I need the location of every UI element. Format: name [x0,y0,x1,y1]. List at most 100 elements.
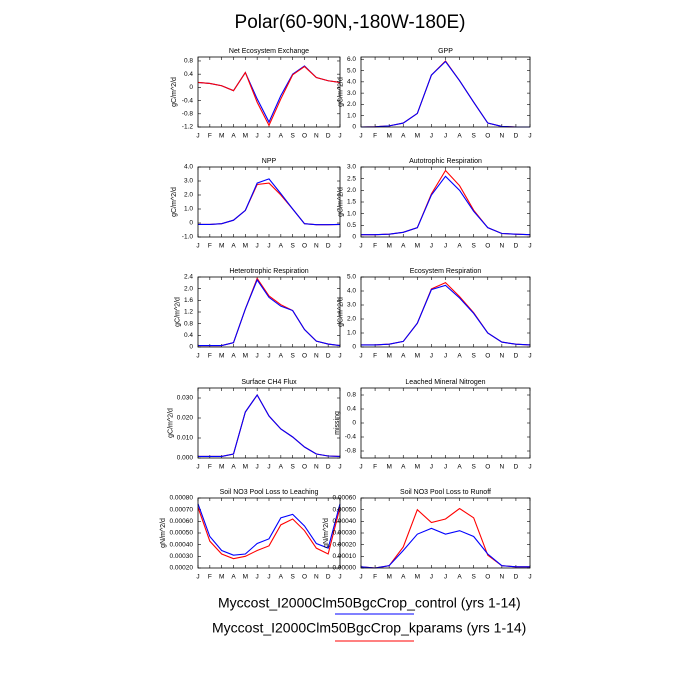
y-tick-label: 0.4 [347,406,356,413]
x-tick-label: J [430,133,433,140]
x-tick-label: J [359,464,362,471]
y-tick-label: 2.0 [184,192,193,199]
y-tick-label: 0.00010 [333,553,357,560]
x-tick-label: A [231,133,236,140]
y-axis-label: gC/m^2/d [338,187,345,217]
y-tick-label: 1.2 [184,309,193,316]
y-tick-label: 1.0 [347,330,356,337]
x-tick-label: A [279,243,284,250]
x-tick-label: O [485,243,490,250]
y-tick-label: 4.0 [184,164,193,171]
x-tick-label: M [415,353,420,360]
y-tick-label: 5.0 [347,67,356,74]
x-tick-label: O [485,353,490,360]
y-tick-label: 0.00070 [170,506,194,513]
x-tick-label: M [243,464,248,471]
x-tick-label: S [290,133,295,140]
x-tick-label: O [485,133,490,140]
x-tick-label: F [373,464,377,471]
x-tick-label: J [196,133,199,140]
x-tick-label: F [208,464,212,471]
y-tick-label: 0.00040 [333,518,357,525]
x-tick-label: S [471,574,476,581]
x-tick-label: M [386,353,391,360]
plot-frame [360,497,531,569]
series-line [361,175,531,236]
series-line [198,277,341,347]
x-tick-label: N [314,243,319,250]
x-tick-label: M [415,464,420,471]
x-tick-label: J [338,133,341,140]
y-tick-label: 0.00050 [170,530,194,537]
y-tick-label: -0.8 [345,448,357,455]
x-tick-label: J [196,464,199,471]
x-tick-label: N [314,353,319,360]
x-tick-label: M [219,464,224,471]
y-tick-label: 0.00060 [333,495,357,502]
y-tick-label: 0 [189,84,193,91]
x-tick-label: F [373,574,377,581]
series-line [360,527,530,569]
y-tick-label: 0.00030 [333,530,357,537]
x-tick-label: J [267,243,270,250]
series-line [360,60,530,128]
x-tick-label: A [457,133,462,140]
y-tick-label: 3.0 [184,178,193,185]
panel-title: Soil NO3 Pool Loss to Runoff [400,489,491,496]
x-tick-label: S [290,243,295,250]
y-tick-label: 3.0 [347,302,356,309]
x-tick-label: J [528,574,531,581]
x-tick-label: J [256,243,259,250]
x-tick-label: J [359,353,362,360]
x-tick-label: D [514,574,519,581]
x-tick-label: A [231,353,236,360]
y-tick-label: 0 [352,420,356,427]
y-tick-label: -0.8 [182,111,194,118]
y-tick-label: 4.0 [347,79,356,86]
series-line [197,507,341,560]
x-tick-label: J [444,133,447,140]
x-tick-label: F [373,353,377,360]
series-line [360,60,530,128]
x-tick-label: A [279,133,284,140]
panel-title: Ecosystem Respiration [410,268,482,275]
x-tick-label: A [401,133,406,140]
panel-title: Autotrophic Respiration [409,158,482,165]
x-tick-label: S [290,353,295,360]
x-tick-label: M [243,133,248,140]
x-tick-label: M [415,133,420,140]
y-tick-label: 0 [189,220,193,227]
series-line [361,281,531,346]
x-tick-label: N [499,133,504,140]
x-tick-label: M [386,133,391,140]
x-tick-label: O [302,353,307,360]
y-tick-label: 1.0 [184,206,193,213]
x-tick-label: A [279,464,284,471]
x-tick-label: D [514,133,519,140]
y-tick-label: 3.0 [347,164,356,171]
panel-title: Soil NO3 Pool Loss to Leaching [220,489,319,496]
series-line [198,178,341,226]
y-tick-label: 2.5 [347,175,356,182]
y-tick-label: 0.00020 [333,541,357,548]
x-tick-label: J [430,243,433,250]
x-tick-label: D [514,464,519,471]
y-tick-label: 0.4 [184,332,193,339]
y-tick-label: 0.010 [177,435,194,442]
panel-title: NPP [262,158,277,165]
y-axis-label: gN/m^2/d [160,518,167,548]
plot-frame [360,56,531,128]
series-line [197,65,341,124]
y-axis-label: gC/m^2/d [175,297,182,327]
x-tick-label: F [208,353,212,360]
y-tick-label: -0.4 [182,97,194,104]
x-tick-label: J [444,353,447,360]
series-line [198,393,341,457]
x-tick-label: J [256,133,259,140]
y-tick-label: 0.8 [347,392,356,399]
x-tick-label: O [485,574,490,581]
y-tick-label: 1.0 [347,210,356,217]
series-line [197,503,341,556]
y-tick-label: -0.4 [345,434,357,441]
x-tick-label: J [267,133,270,140]
